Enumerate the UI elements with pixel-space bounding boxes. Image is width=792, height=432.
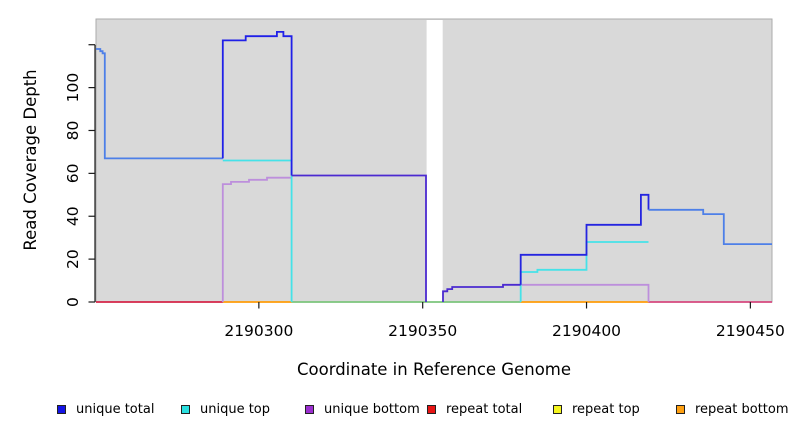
y-tick-label: 100 bbox=[64, 73, 82, 103]
y-tick-label: 0 bbox=[64, 297, 82, 307]
y-tick-label: 40 bbox=[64, 206, 82, 226]
x-tick-label: 2190300 bbox=[224, 322, 293, 340]
series-line-unique-total bbox=[291, 174, 427, 302]
y-axis-title: Read Coverage Depth bbox=[21, 69, 40, 250]
series-line-unique-total bbox=[442, 283, 521, 302]
series-line-unique-total bbox=[96, 48, 223, 160]
series-line-unique-total bbox=[519, 193, 650, 285]
x-tick-label: 2190450 bbox=[716, 322, 785, 340]
coverage-gap-band bbox=[426, 20, 443, 302]
y-tick-label: 20 bbox=[64, 249, 82, 269]
x-tick-label: 2190350 bbox=[388, 322, 457, 340]
series-line-unique-bottom bbox=[221, 176, 292, 302]
series-line-unique-total bbox=[648, 208, 772, 246]
series-line-unique-total bbox=[221, 30, 293, 176]
series-line-unique-bottom bbox=[520, 283, 650, 302]
x-axis-title: Coordinate in Reference Genome bbox=[297, 360, 571, 379]
y-tick-label: 80 bbox=[64, 121, 82, 141]
y-tick-label: 60 bbox=[64, 163, 82, 183]
x-tick-label: 2190400 bbox=[552, 322, 621, 340]
